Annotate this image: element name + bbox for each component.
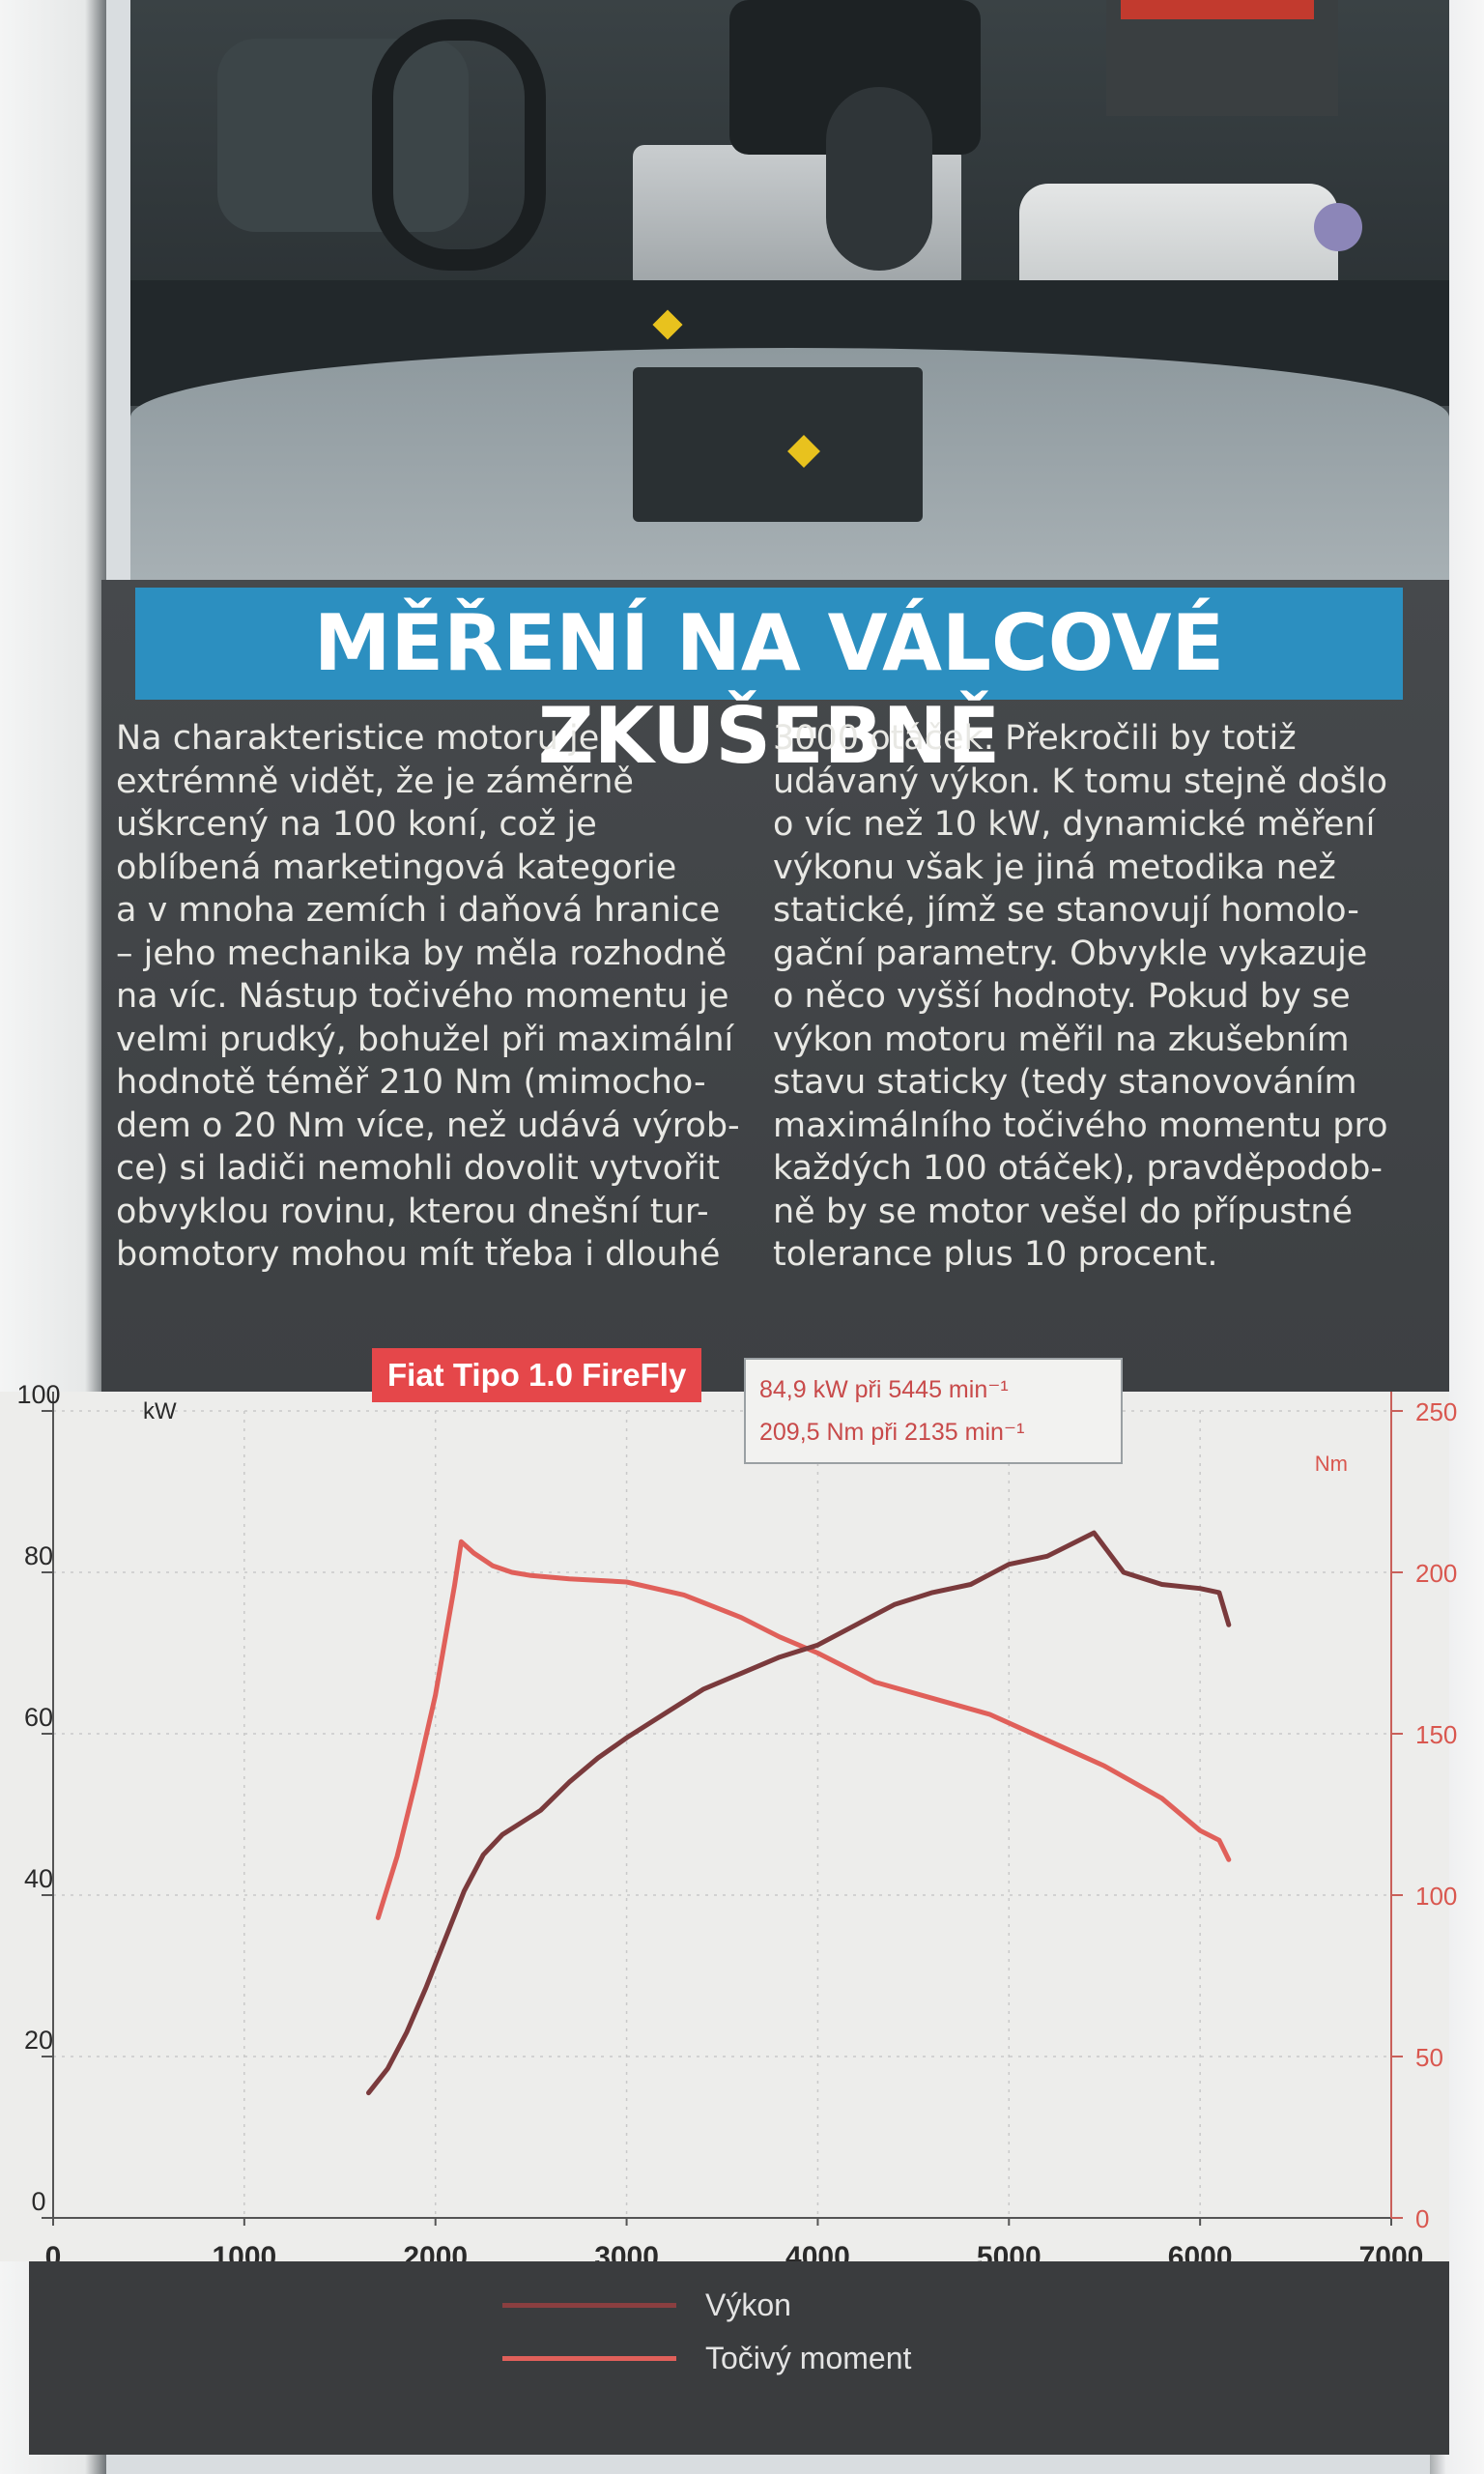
left-column-line: obvyklou rovinu, kterou dnešní tur- bbox=[116, 1192, 709, 1231]
y-right-tick-label: 0 bbox=[1415, 2204, 1429, 2233]
right-column-line: výkonu však je jiná metodika než bbox=[773, 848, 1336, 887]
legend: Výkon Točivý moment bbox=[29, 2261, 1449, 2455]
left-column-line: oblíbená marketingová kategorie bbox=[116, 848, 677, 887]
left-column-line: a v mnoha zemích i daňová hranice bbox=[116, 891, 721, 930]
peak-torque-text: 209,5 Nm při 2135 min⁻¹ bbox=[759, 1419, 1025, 1446]
right-column-line: tolerance plus 10 procent. bbox=[773, 1235, 1218, 1274]
left-column-line: extrémně vidět, že je záměrně bbox=[116, 762, 634, 801]
right-column-line: o víc než 10 kW, dynamické měření bbox=[773, 805, 1376, 844]
right-column-line: gační parametry. Obvykle vykazuje bbox=[773, 934, 1368, 973]
legend-swatch-torque bbox=[502, 2356, 676, 2361]
y-right-tick-label: 250 bbox=[1415, 1397, 1457, 1426]
right-column-line: výkon motoru měřil na zkušebním bbox=[773, 1020, 1350, 1059]
right-column-line: ně by se motor vešel do přípustné bbox=[773, 1192, 1353, 1231]
left-column-line: hodnotě téměř 210 Nm (mimocho- bbox=[116, 1063, 706, 1102]
y-right-tick-label: 50 bbox=[1415, 2043, 1443, 2072]
y-right-axis-title: Nm bbox=[1315, 1452, 1348, 1476]
torque-series-line bbox=[375, 1539, 1232, 1920]
chart-title: Fiat Tipo 1.0 FireFly bbox=[372, 1348, 702, 1402]
legend-swatch-power bbox=[502, 2303, 676, 2308]
peak-power-text: 84,9 kW při 5445 min⁻¹ bbox=[759, 1376, 1009, 1403]
legend-label-torque: Točivý moment bbox=[705, 2341, 912, 2375]
right-column-line: udávaný výkon. K tomu stejně došlo bbox=[773, 762, 1387, 801]
legend-label-power: Výkon bbox=[705, 2287, 791, 2322]
article-right-column: 3000 otáček. Překročili by totiž udávaný … bbox=[773, 717, 1440, 1277]
right-column-line: 3000 otáček. Překročili by totiž bbox=[773, 719, 1297, 758]
y-left-tick-label: 100 bbox=[16, 1380, 60, 1409]
left-column-line: – jeho mechanika by měla rozhodně bbox=[116, 934, 728, 973]
y-left-tick-label: 60 bbox=[24, 1703, 53, 1732]
right-column-line: každých 100 otáček), pravděpodob- bbox=[773, 1149, 1384, 1188]
left-column-line: dem o 20 Nm více, než udává výrob- bbox=[116, 1106, 740, 1145]
left-column-line: na víc. Nástup točivého momentu je bbox=[116, 977, 729, 1016]
y-left-tick-label: 20 bbox=[24, 2026, 53, 2055]
right-column-line: statické, jímž se stanovují homolo- bbox=[773, 891, 1359, 930]
chart-background bbox=[0, 1392, 1449, 2261]
article-heading-bar: MĚŘENÍ NA VÁLCOVÉ ZKUŠEBNĚ bbox=[135, 588, 1403, 781]
left-column-line: Na charakteristice motoru je bbox=[116, 719, 600, 758]
right-column-line: stavu staticky (tedy stanovováním bbox=[773, 1063, 1357, 1102]
right-column-line: maximálního točivého momentu pro bbox=[773, 1106, 1388, 1145]
engine-bay-photo bbox=[130, 0, 1449, 580]
left-column-line: ce) si ladiči nemohli dovolit vytvořit bbox=[116, 1149, 720, 1188]
y-right-tick-label: 150 bbox=[1415, 1720, 1457, 1749]
power-series-line bbox=[366, 1530, 1232, 2096]
y-right-tick-label: 100 bbox=[1415, 1882, 1457, 1911]
peak-values-box: 84,9 kW při 5445 min⁻¹ 209,5 Nm při 2135… bbox=[744, 1358, 1123, 1464]
left-column-line: velmi prudký, bohužel při maximální bbox=[116, 1020, 734, 1059]
left-column-line: bomotory mohou mít třeba i dlouhé bbox=[116, 1235, 721, 1274]
y-left-axis-title: kW bbox=[143, 1398, 177, 1424]
left-column-line: uškrcený na 100 koní, což je bbox=[116, 805, 597, 844]
y-left-tick-label: 80 bbox=[24, 1541, 53, 1570]
article-heading: MĚŘENÍ NA VÁLCOVÉ ZKUŠEBNĚ bbox=[313, 598, 1225, 781]
right-column-line: o něco vyšší hodnoty. Pokud by se bbox=[773, 977, 1351, 1016]
y-left-tick-label: 0 bbox=[31, 2187, 45, 2216]
article-left-column: Na charakteristice motoru je extrémně vid… bbox=[116, 717, 740, 1277]
y-right-tick-label: 200 bbox=[1415, 1559, 1457, 1588]
y-left-tick-label: 40 bbox=[24, 1864, 53, 1893]
